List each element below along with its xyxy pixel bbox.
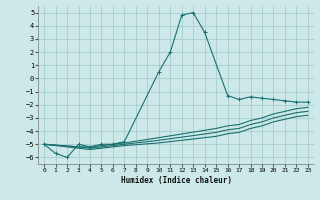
X-axis label: Humidex (Indice chaleur): Humidex (Indice chaleur) xyxy=(121,176,231,185)
